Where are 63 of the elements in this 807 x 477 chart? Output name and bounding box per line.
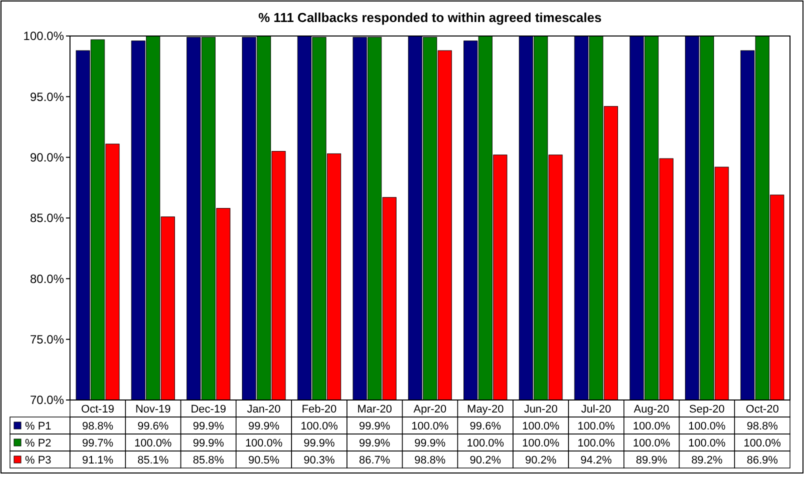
y-tick-label: 90.0% — [30, 150, 64, 165]
data-label: 100.0% — [578, 437, 616, 450]
data-label: 94.2% — [580, 454, 612, 466]
x-tick-label: May-20 — [467, 403, 504, 416]
legend-label: % P3 — [25, 454, 52, 466]
data-label: 90.2% — [525, 454, 557, 466]
legend-label: % P1 — [25, 420, 52, 432]
data-label: 99.6% — [470, 420, 502, 432]
x-tick-label: Nov-19 — [135, 403, 171, 416]
data-label: 100.0% — [245, 437, 283, 450]
x-tick-label: Oct-19 — [81, 403, 114, 416]
y-tick-label: 100.0% — [23, 29, 64, 44]
data-label: 89.2% — [691, 454, 723, 466]
y-tick-label: 70.0% — [30, 393, 64, 408]
x-tick-label: Oct-20 — [746, 403, 779, 416]
x-tick-label: Jul-20 — [581, 403, 612, 416]
data-label: 99.9% — [414, 437, 446, 450]
data-label: 86.7% — [359, 454, 390, 466]
x-tick-label: Aug-20 — [634, 403, 670, 416]
data-label: 99.9% — [192, 437, 224, 450]
data-label: 98.8% — [746, 420, 778, 432]
data-label: 85.8% — [192, 454, 224, 466]
x-tick-label: Feb-20 — [302, 403, 337, 416]
x-tick-label: Jun-20 — [524, 403, 558, 416]
x-tick-label: Mar-20 — [357, 403, 392, 416]
data-label: 100.0% — [578, 420, 616, 432]
data-label: 100.0% — [688, 437, 726, 450]
data-label: 90.2% — [470, 454, 502, 466]
data-label: 89.9% — [636, 454, 668, 466]
data-label: 85.1% — [137, 454, 169, 466]
x-tick-label: Sep-20 — [689, 403, 725, 416]
data-label: 100.0% — [134, 437, 172, 450]
data-label: 86.9% — [746, 454, 778, 466]
data-label: 100.0% — [688, 420, 726, 432]
data-label: 99.6% — [137, 420, 169, 432]
data-label: 99.9% — [304, 437, 336, 450]
data-label: 100.0% — [300, 420, 338, 432]
data-label: 99.9% — [359, 437, 390, 450]
data-label: 99.7% — [82, 437, 114, 450]
data-label: 99.9% — [248, 420, 280, 432]
data-label: 100.0% — [632, 437, 670, 450]
legend-label: % P2 — [25, 437, 52, 450]
x-tick-label: Dec-19 — [190, 403, 226, 416]
data-label: 91.1% — [82, 454, 114, 466]
data-label: 98.8% — [414, 454, 446, 466]
x-tick-label: Apr-20 — [413, 403, 447, 416]
data-label: 100.0% — [744, 437, 782, 450]
x-tick-label: Jan-20 — [247, 403, 281, 416]
data-label: 98.8% — [82, 420, 114, 432]
data-label: 99.9% — [192, 420, 224, 432]
data-label: 90.3% — [304, 454, 336, 466]
y-tick-label: 95.0% — [30, 90, 64, 104]
data-label: 99.9% — [359, 420, 390, 432]
y-tick-label: 80.0% — [30, 272, 64, 286]
chart-title: % 111 Callbacks responded to within agreed timescales — [258, 10, 602, 25]
data-label: 100.0% — [411, 420, 449, 432]
y-tick-label: 85.0% — [30, 211, 64, 226]
y-tick-label: 75.0% — [30, 332, 64, 347]
data-label: 100.0% — [522, 437, 560, 450]
data-label: 100.0% — [466, 437, 504, 450]
data-label: 100.0% — [522, 420, 560, 432]
data-label: 90.5% — [248, 454, 280, 466]
data-label: 100.0% — [632, 420, 670, 432]
